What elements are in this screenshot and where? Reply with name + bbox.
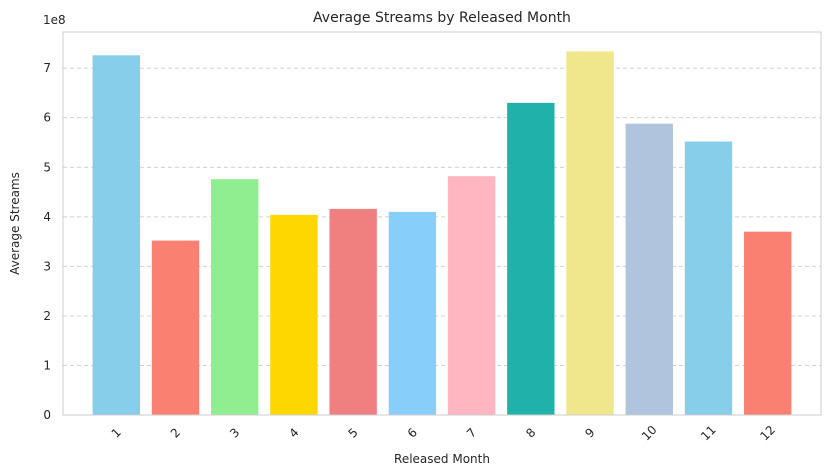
y-tick-label: 0 xyxy=(43,408,51,422)
chart-title: Average Streams by Released Month xyxy=(313,10,571,26)
y-tick-label: 7 xyxy=(43,61,51,75)
bars xyxy=(92,51,792,415)
bar-month-2 xyxy=(151,240,200,415)
plot-frame xyxy=(62,31,822,416)
y-tick-label: 2 xyxy=(43,309,51,323)
x-axis-title: Released Month xyxy=(394,452,490,466)
bar-month-3 xyxy=(211,179,259,415)
y-tick-label: 6 xyxy=(43,111,51,125)
bar-month-7 xyxy=(447,176,496,415)
y-tick-label: 3 xyxy=(43,259,51,273)
bar-month-11 xyxy=(684,141,733,415)
bar-month-8 xyxy=(507,102,555,415)
y-tick-labels: 0 1 2 3 4 5 6 7 xyxy=(43,61,51,422)
y-tick-label: 4 xyxy=(43,210,51,224)
bar-month-5 xyxy=(329,208,377,415)
bar-month-4 xyxy=(270,214,318,415)
bar-month-1 xyxy=(92,55,140,415)
y-tick-label: 5 xyxy=(43,160,51,174)
bar-month-6 xyxy=(388,211,437,415)
bar-month-12 xyxy=(744,231,792,415)
bar-month-10 xyxy=(625,123,673,415)
y-tick-label: 1 xyxy=(43,358,51,372)
y-axis-title: Average Streams xyxy=(8,172,22,275)
bar-month-9 xyxy=(566,51,614,415)
y-scale-label: 1e8 xyxy=(43,13,66,27)
